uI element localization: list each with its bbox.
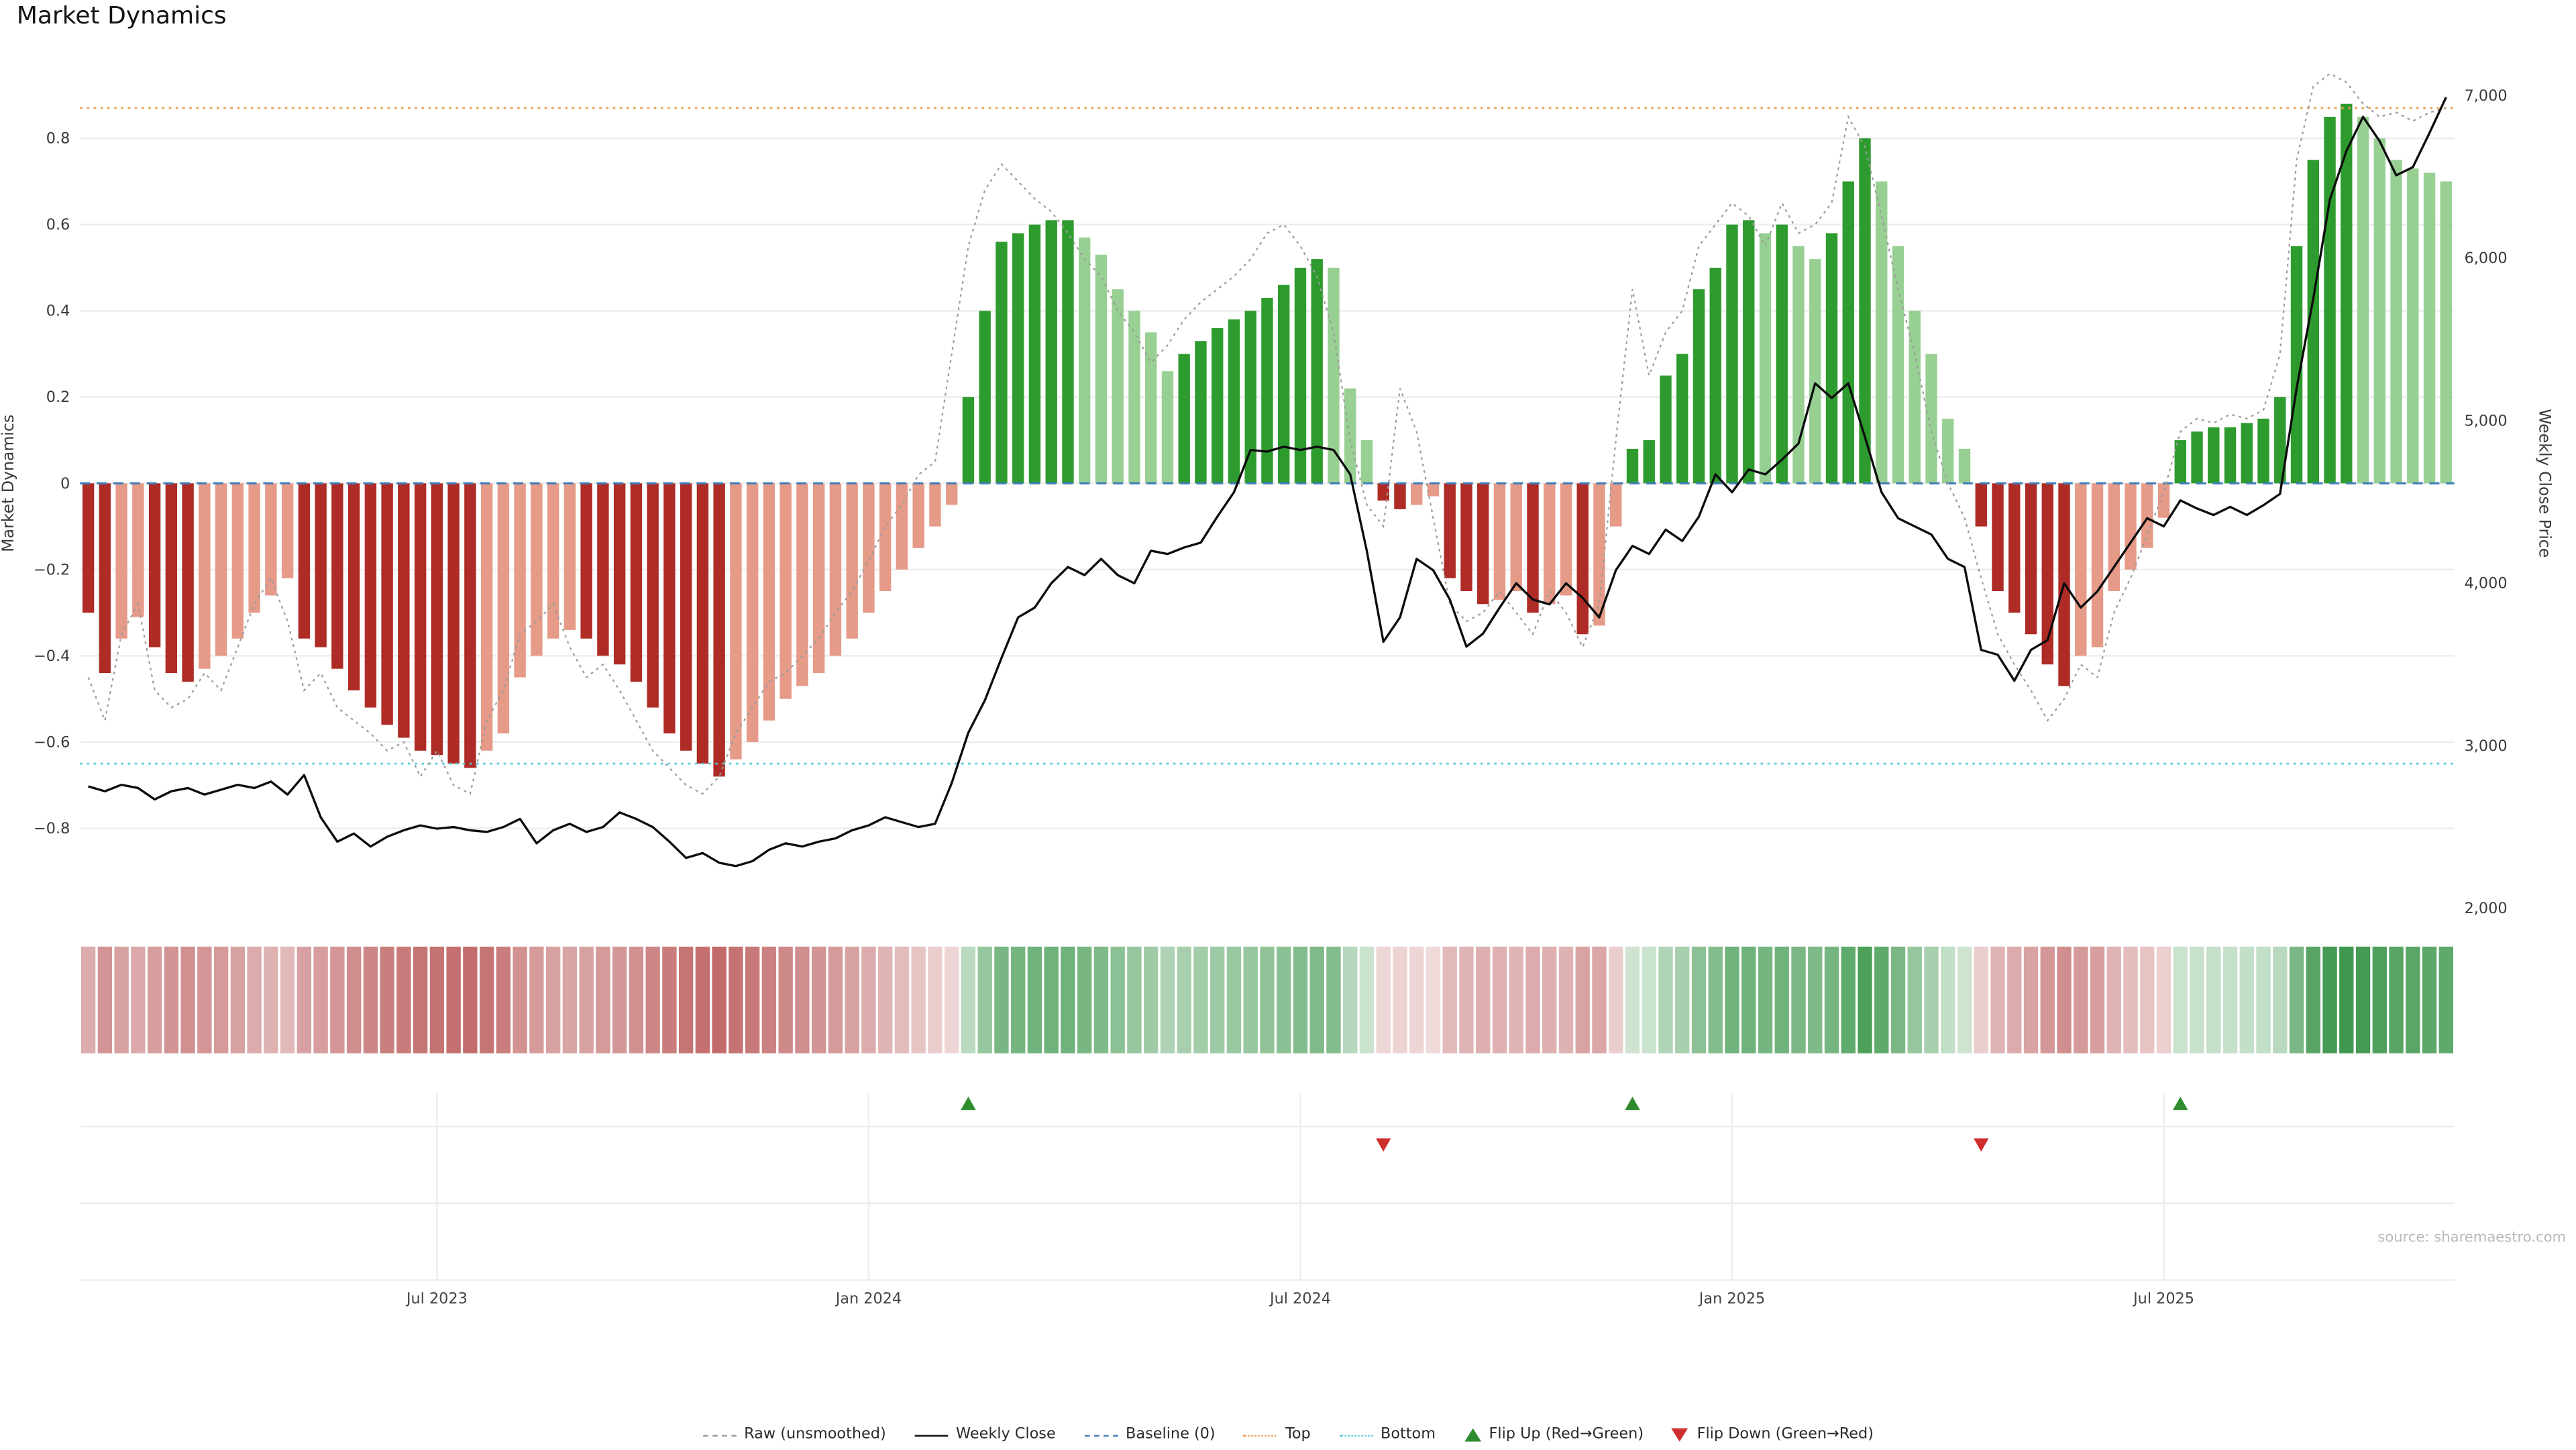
legend-item-flip-down: Flip Down (Green→Red) [1672,1427,1874,1443]
raw-line-icon [702,1434,736,1436]
top-line-icon [1243,1434,1277,1436]
svg-text:Jul 2025: Jul 2025 [2132,1290,2194,1307]
svg-text:0.4: 0.4 [46,303,70,320]
svg-text:0: 0 [60,475,70,493]
svg-text:Jul 2024: Jul 2024 [1269,1290,1331,1307]
legend-label-flip-up: Flip Up (Red→Green) [1489,1427,1644,1443]
flip-up-triangle-icon [1464,1428,1481,1442]
market-dynamics-chart: 0.8 0.6 0.4 0.2 0 −0.2 −0.4 −0.6 −0.8 7,000 6,000 5… [0,72,2566,1307]
svg-text:−0.2: −0.2 [34,561,70,578]
flip-down-marker [1974,1138,1989,1152]
svg-text:0.6: 0.6 [46,216,70,234]
svg-text:−0.8: −0.8 [34,820,70,837]
source-text: source: sharemaestro.com [2377,1228,2566,1245]
flip-down-marker [1376,1138,1391,1152]
left-axis-title: Market Dynamics [0,415,17,552]
flip-up-marker [2173,1096,2188,1110]
svg-text:2,000: 2,000 [2465,900,2508,917]
legend-label-top: Top [1285,1427,1311,1443]
svg-text:7,000: 7,000 [2465,87,2508,105]
page-title: Market Dynamics [16,3,227,30]
svg-text:Jul 2023: Jul 2023 [405,1290,468,1307]
raw-line [87,72,2447,795]
svg-text:Jan 2024: Jan 2024 [835,1290,902,1307]
svg-text:3,000: 3,000 [2465,737,2508,755]
weekly-close-line [88,97,2447,868]
legend-item-weekly-close: Weekly Close [914,1427,1056,1443]
svg-text:0.2: 0.2 [46,389,70,406]
svg-text:0.8: 0.8 [46,130,70,148]
svg-text:−0.6: −0.6 [34,733,70,751]
weekly-close-line-icon [914,1434,948,1436]
legend-label-weekly-close: Weekly Close [956,1427,1056,1443]
svg-text:−0.4: −0.4 [34,648,70,665]
svg-text:5,000: 5,000 [2465,412,2508,429]
legend-item-raw: Raw (unsmoothed) [702,1427,886,1443]
flip-up-marker [961,1096,976,1110]
dynamics-bars [82,103,2452,777]
svg-text:Jan 2025: Jan 2025 [1698,1290,1765,1307]
legend-item-flip-up: Flip Up (Red→Green) [1464,1427,1644,1443]
legend-label-raw: Raw (unsmoothed) [744,1427,886,1443]
flip-markers [961,1096,2188,1152]
bottom-line-icon [1338,1434,1373,1436]
axis-ticks: 0.8 0.6 0.4 0.2 0 −0.2 −0.4 −0.6 −0.8 7,000 6,000 5… [34,87,2507,1307]
legend-label-bottom: Bottom [1381,1427,1436,1443]
legend-label-baseline: Baseline (0) [1126,1427,1216,1443]
right-axis-title: Weekly Close Price [2535,409,2554,558]
baseline-line-icon [1083,1434,1118,1436]
chart-legend: Raw (unsmoothed) Weekly Close Baseline (… [0,1427,2576,1443]
legend-item-baseline: Baseline (0) [1083,1427,1216,1443]
legend-label-flip-down: Flip Down (Green→Red) [1697,1427,1874,1443]
reference-lines [80,107,2455,765]
flip-down-triangle-icon [1672,1428,1689,1442]
flip-up-marker [1625,1096,1640,1110]
svg-text:6,000: 6,000 [2465,250,2508,267]
svg-text:4,000: 4,000 [2465,575,2508,592]
legend-item-top: Top [1243,1427,1311,1443]
legend-item-bottom: Bottom [1338,1427,1436,1443]
heatmap-strip [80,946,2453,1053]
